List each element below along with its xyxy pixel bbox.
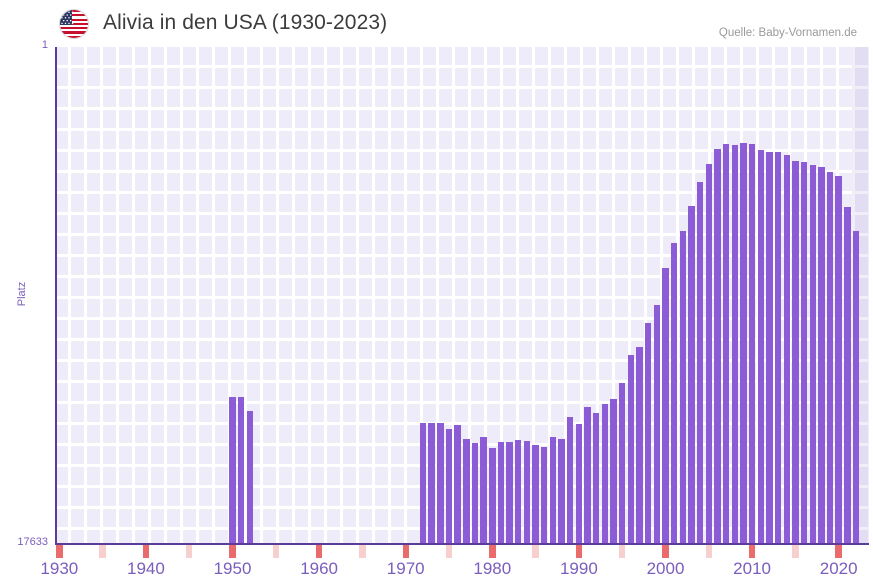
x-axis-line <box>55 543 869 545</box>
x-tick-2000 <box>662 545 669 558</box>
x-tick-1970 <box>402 545 409 558</box>
bar-1986[interactable] <box>541 446 548 544</box>
bar-1950[interactable] <box>229 397 236 544</box>
bar-1978[interactable] <box>471 442 479 544</box>
x-tick-1945 <box>186 545 193 558</box>
x-tick-1965 <box>359 545 366 558</box>
bar-1974[interactable] <box>437 422 444 544</box>
bar-2019[interactable] <box>826 172 834 544</box>
bar-1993[interactable] <box>601 403 609 544</box>
plot-area <box>55 47 869 544</box>
bar-2007[interactable] <box>722 144 730 544</box>
x-axis-label-2020: 2020 <box>819 559 858 578</box>
bar-2001[interactable] <box>670 242 678 544</box>
bar-2000[interactable] <box>662 268 669 544</box>
bar-1994[interactable] <box>610 398 617 544</box>
x-axis-label-1990: 1990 <box>559 559 598 578</box>
bar-1982[interactable] <box>506 442 513 544</box>
chart-title: Alivia in den USA (1930-2023) <box>103 11 388 34</box>
bar-1973[interactable] <box>428 422 435 544</box>
bar-1983[interactable] <box>515 439 522 544</box>
flag-stripes <box>60 10 88 38</box>
chart-header: Alivia in den USA (1930-2023) Quelle: Ba… <box>0 0 873 46</box>
bar-1997[interactable] <box>636 347 643 544</box>
bar-2021[interactable] <box>844 207 851 544</box>
bar-1999[interactable] <box>653 305 661 544</box>
x-axis-label-1970: 1970 <box>386 559 425 578</box>
bar-1992[interactable] <box>593 413 600 544</box>
x-axis-labels: 1930 1940 1950 1960 1970 1980 1990 2000 2010 2020 <box>0 559 873 587</box>
x-tick-2010 <box>748 545 756 558</box>
bar-1977[interactable] <box>463 438 470 544</box>
x-tick-1980 <box>489 545 496 558</box>
bar-2015[interactable] <box>792 160 799 544</box>
bar-2006[interactable] <box>714 148 721 544</box>
y-axis-bottom-label: 17633 <box>17 536 48 548</box>
bar-2010[interactable] <box>748 144 756 544</box>
x-tick-1935 <box>99 545 106 558</box>
bar-1985[interactable] <box>532 444 539 544</box>
bar-1979[interactable] <box>480 436 487 544</box>
bar-1990[interactable] <box>575 423 583 544</box>
bar-2020[interactable] <box>835 176 842 544</box>
bar-1987[interactable] <box>549 436 557 544</box>
x-axis-label-1950: 1950 <box>213 559 252 578</box>
bar-1951[interactable] <box>237 397 245 544</box>
x-tick-2005 <box>705 545 712 558</box>
x-axis-label-1960: 1960 <box>300 559 339 578</box>
x-axis-ticks <box>55 545 869 559</box>
x-tick-1930 <box>56 545 63 558</box>
x-axis-label-1930: 1930 <box>40 559 79 578</box>
bar-series <box>55 47 869 544</box>
bar-2002[interactable] <box>679 230 687 544</box>
bar-2016[interactable] <box>800 161 808 544</box>
bar-1980[interactable] <box>489 447 496 544</box>
bar-2005[interactable] <box>705 163 712 544</box>
bar-2009[interactable] <box>740 143 747 544</box>
x-tick-1940 <box>142 545 150 558</box>
y-axis-line <box>55 47 57 545</box>
bar-2013[interactable] <box>774 151 782 544</box>
bar-1981[interactable] <box>497 442 505 544</box>
bar-2008[interactable] <box>731 145 738 544</box>
x-tick-1985 <box>532 545 539 558</box>
x-axis-label-1940: 1940 <box>127 559 165 578</box>
x-axis-label-1980: 1980 <box>473 559 512 578</box>
bar-2017[interactable] <box>809 164 816 544</box>
x-tick-1955 <box>272 545 280 558</box>
us-flag-icon <box>59 9 89 39</box>
bar-2004[interactable] <box>696 182 704 544</box>
x-tick-1960 <box>315 545 323 558</box>
bar-1995[interactable] <box>618 382 626 544</box>
bar-1976[interactable] <box>454 425 461 544</box>
x-tick-1995 <box>618 545 626 558</box>
bar-1952[interactable] <box>246 410 254 544</box>
bar-1975[interactable] <box>445 428 453 544</box>
x-axis-label-2010: 2010 <box>733 559 772 578</box>
bar-2018[interactable] <box>818 166 825 544</box>
y-axis-top-label: 1 <box>41 39 48 51</box>
x-tick-1990 <box>575 545 583 558</box>
bar-1972[interactable] <box>419 422 427 544</box>
bar-1996[interactable] <box>627 355 635 544</box>
bar-1989[interactable] <box>567 417 574 544</box>
y-axis-title: Platz <box>16 281 28 307</box>
x-tick-1950 <box>229 545 236 558</box>
x-tick-2015 <box>792 545 799 558</box>
bar-2014[interactable] <box>783 155 790 544</box>
bar-1998[interactable] <box>644 322 652 544</box>
flag-canton <box>60 10 74 26</box>
x-axis-label-2000: 2000 <box>646 559 685 578</box>
bar-2012[interactable] <box>766 151 773 544</box>
bar-2003[interactable] <box>688 206 695 544</box>
x-tick-1975 <box>445 545 453 558</box>
bar-2022[interactable] <box>852 231 860 544</box>
bar-1984[interactable] <box>523 441 531 544</box>
bar-2011[interactable] <box>757 149 764 544</box>
x-tick-2020 <box>835 545 842 558</box>
source-attribution: Quelle: Baby-Vornamen.de <box>718 27 857 39</box>
bar-1988[interactable] <box>558 438 565 544</box>
bar-1991[interactable] <box>584 406 591 544</box>
